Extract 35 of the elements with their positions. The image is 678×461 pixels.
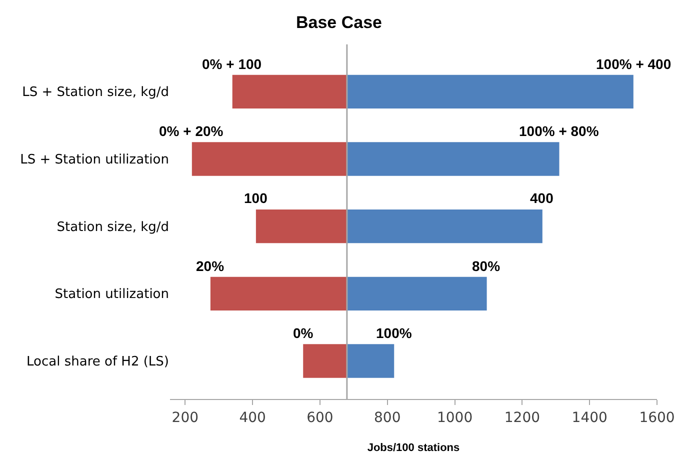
x-tick-label: 800 <box>374 410 401 426</box>
annotation: 100% + 400 <box>596 56 672 72</box>
bar <box>346 142 560 176</box>
bar <box>346 276 487 310</box>
annotation: 0% <box>293 325 314 341</box>
y-tick-label: LS + Station size, kg/d <box>22 85 169 100</box>
annotation: 100% <box>376 325 412 341</box>
y-tick-label: Station utilization <box>54 287 169 302</box>
chart-title: Base Case <box>296 13 382 32</box>
y-tick-label: LS + Station utilization <box>20 152 169 168</box>
y-tick-label: Station size, kg/d <box>56 220 169 235</box>
x-tick-label: 200 <box>172 410 199 426</box>
x-tick-label: 1600 <box>639 410 675 426</box>
annotation: 0% + 100 <box>202 56 262 72</box>
x-tick-label: 1000 <box>436 410 473 426</box>
x-tick-label: 600 <box>306 410 334 426</box>
x-axis-title: Jobs/100 stations <box>367 442 460 454</box>
annotation: 20% <box>196 258 225 274</box>
annotation: 400 <box>530 190 554 206</box>
bar <box>346 344 394 378</box>
bar <box>192 142 347 176</box>
annotation: 100% + 80% <box>519 123 600 139</box>
bar <box>256 210 347 244</box>
annotation: 0% + 20% <box>159 123 224 139</box>
x-tick-label: 1200 <box>504 410 540 426</box>
bar <box>303 344 347 378</box>
bar <box>346 210 542 244</box>
y-tick-label: Local share of H2 (LS) <box>26 354 169 370</box>
x-tick-label: 1400 <box>572 410 608 426</box>
annotation: 80% <box>472 258 501 274</box>
bar <box>210 276 347 310</box>
annotation: 100 <box>244 190 268 206</box>
x-tick-label: 400 <box>239 410 266 426</box>
bar <box>232 74 347 108</box>
bar <box>346 74 634 108</box>
